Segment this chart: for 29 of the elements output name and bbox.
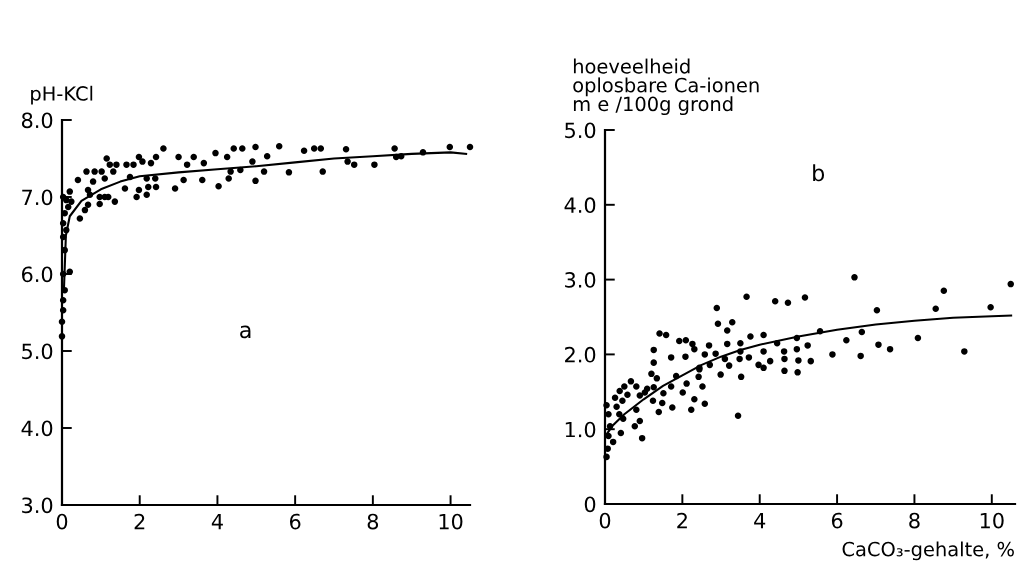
y-tick-label: 4.0 [21, 420, 53, 437]
x-axis-title: CaCO₃-gehalte, % [842, 541, 1014, 561]
y-tick-label: 6.0 [21, 266, 53, 283]
y-tick-label: 7.0 [22, 189, 53, 206]
annotation: a [240, 325, 251, 339]
y-tick-label: 1.0 [565, 421, 596, 438]
y-axis-title: hoeveelheid oplosbare Ca-ionen m e /100g grond [573, 58, 759, 116]
y-tick-label: 2.0 [565, 346, 596, 363]
x-tick-label: 4 [211, 513, 223, 530]
y-tick-label: 8.0 [21, 112, 53, 129]
y-tick-label: 0 [584, 496, 596, 513]
x-tick-label: 6 [831, 512, 843, 529]
x-tick-label: 10 [980, 512, 1004, 529]
y-tick-label: 3.0 [22, 497, 53, 514]
x-tick-label: 2 [134, 513, 145, 530]
y-tick-label: 3.0 [565, 272, 596, 288]
y-tick-label: 5.0 [22, 343, 53, 360]
x-tick-label: 10 [439, 513, 463, 530]
x-tick-label: 8 [367, 513, 379, 530]
annotation: b [813, 164, 825, 182]
x-tick-label: 8 [909, 512, 920, 529]
x-tick-label: 0 [599, 512, 611, 529]
y-tick-label: 5.0 [565, 122, 596, 139]
x-tick-label: 4 [754, 512, 766, 529]
x-tick-label: 0 [56, 513, 68, 530]
x-tick-label: 2 [677, 512, 687, 529]
y-tick-label: 4.0 [564, 197, 596, 214]
x-tick-label: 6 [289, 513, 301, 530]
y-axis-title: pH-KCl [31, 85, 93, 105]
